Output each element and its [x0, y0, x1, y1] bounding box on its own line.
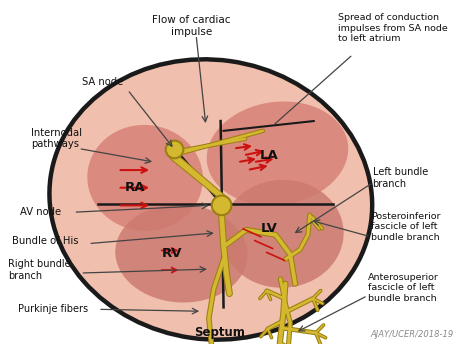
Ellipse shape: [221, 180, 344, 288]
Text: Flow of cardiac
impulse: Flow of cardiac impulse: [152, 15, 230, 37]
Text: Internodal
pathways: Internodal pathways: [31, 128, 82, 150]
Text: LV: LV: [261, 222, 278, 235]
Text: LA: LA: [259, 149, 278, 162]
Text: Purkinje fibers: Purkinje fibers: [18, 304, 88, 314]
Ellipse shape: [207, 101, 348, 205]
Text: SA node: SA node: [82, 77, 124, 87]
Circle shape: [166, 141, 183, 158]
Text: Bundle of His: Bundle of His: [12, 236, 78, 246]
Text: Right bundle
branch: Right bundle branch: [8, 259, 71, 281]
Text: Posteroinferior
fascicle of left
bundle branch: Posteroinferior fascicle of left bundle …: [371, 212, 440, 242]
Text: AV node: AV node: [19, 207, 61, 217]
Circle shape: [212, 196, 231, 215]
Text: Septum: Septum: [194, 326, 245, 339]
Text: RA: RA: [125, 181, 146, 194]
Text: RV: RV: [161, 247, 182, 260]
Text: Left bundle
branch: Left bundle branch: [373, 167, 428, 189]
Text: Spread of conduction
impulses from SA node
to left atrium: Spread of conduction impulses from SA no…: [338, 13, 448, 43]
Text: AJAY/UCER/2018-19: AJAY/UCER/2018-19: [371, 330, 454, 339]
Text: Anterosuperior
fascicle of left
bundle branch: Anterosuperior fascicle of left bundle b…: [368, 273, 438, 303]
Ellipse shape: [87, 125, 203, 231]
Ellipse shape: [115, 204, 247, 303]
Ellipse shape: [49, 59, 372, 340]
